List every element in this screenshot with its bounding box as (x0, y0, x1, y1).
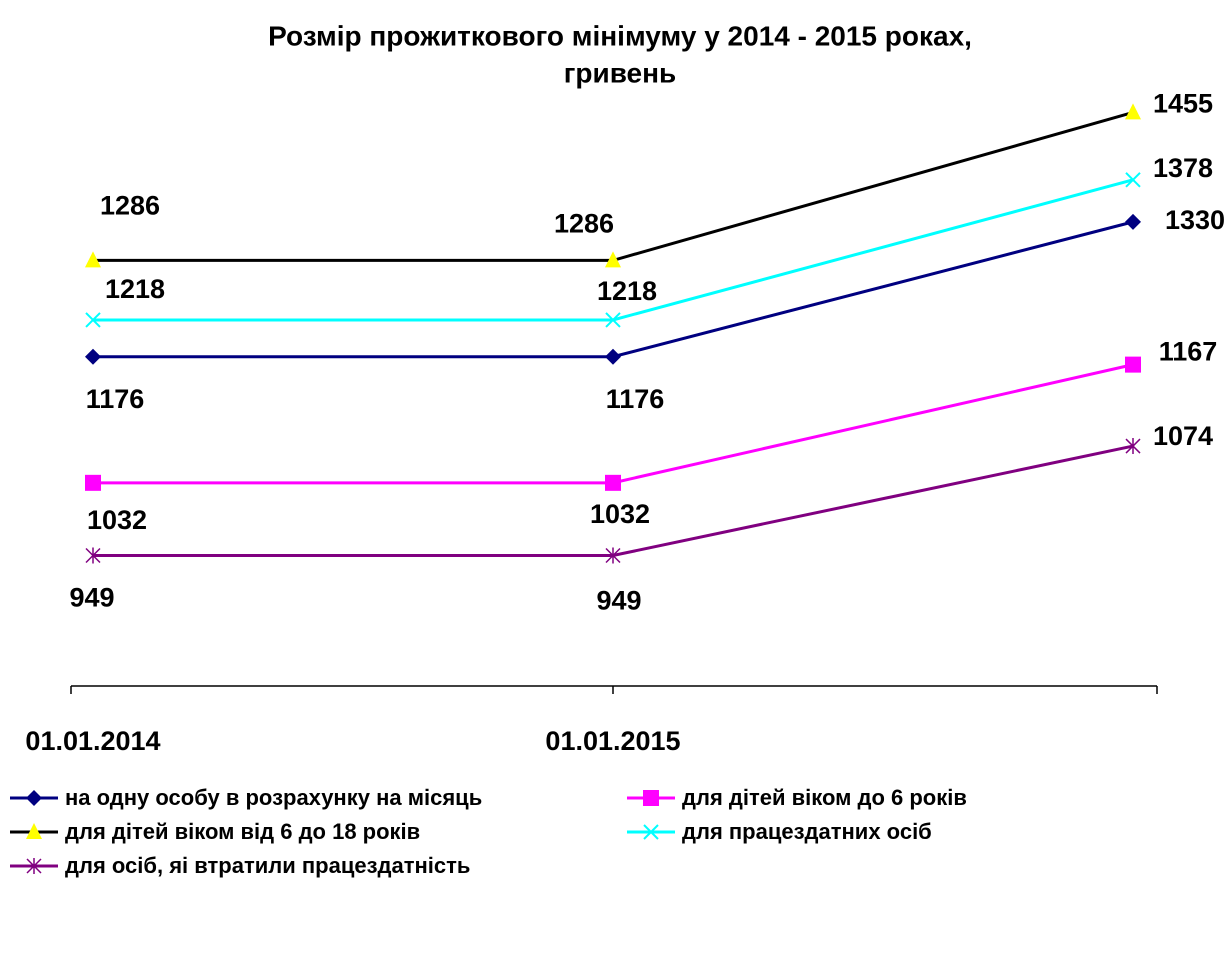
x-tick-label: 01.01.2015 (545, 726, 680, 756)
data-label: 949 (596, 586, 641, 616)
legend-item: для працездатних осіб (627, 819, 932, 844)
marker (1125, 356, 1141, 373)
legend-item: для дітей віком до 6 років (627, 785, 967, 810)
series: 1218 1218 1378 (85, 153, 1213, 328)
marker (605, 348, 621, 365)
marker (85, 474, 101, 491)
x-axis (70, 685, 1158, 694)
data-label: 1032 (87, 505, 147, 535)
marker (26, 790, 42, 806)
marker (26, 858, 42, 874)
line (93, 363, 1134, 485)
legend-label: на одну особу в розрахунку на місяць (65, 785, 482, 810)
data-label: 1455 (1153, 89, 1213, 119)
data-label: 1218 (597, 276, 657, 306)
series: 1176 1176 1330 (85, 205, 1225, 414)
marker (605, 474, 621, 491)
data-label: 1074 (1153, 421, 1213, 451)
data-label: 1176 (606, 384, 665, 414)
marker (605, 251, 621, 268)
legend-item: на одну особу в розрахунку на місяць (10, 785, 482, 810)
marker (85, 251, 101, 268)
legend-label: для дітей віком до 6 років (682, 785, 967, 810)
data-label: 949 (69, 583, 114, 613)
data-label: 1218 (105, 274, 165, 304)
series: 949 949 1074 (69, 421, 1213, 615)
marker (26, 823, 42, 839)
marker (1125, 103, 1141, 120)
marker (85, 312, 101, 328)
marker (1125, 172, 1141, 188)
marker (85, 547, 101, 564)
marker (85, 348, 101, 365)
data-label: 1286 (100, 191, 160, 221)
marker (605, 547, 621, 564)
data-label: 1167 (1159, 337, 1218, 367)
chart-title: гривень (564, 57, 677, 88)
marker (643, 824, 659, 840)
marker (605, 312, 621, 328)
data-label: 1330 (1165, 205, 1225, 235)
data-label: 1032 (590, 499, 650, 529)
legend-item: для дітей віком від 6 до 18 років (10, 819, 420, 844)
legend-item: для осіб, яі втратили працездатність (10, 853, 470, 878)
marker (1125, 213, 1141, 230)
legend-label: для осіб, яі втратили працездатність (65, 853, 470, 878)
marker (1125, 438, 1141, 455)
legend-label: для дітей віком від 6 до 18 років (65, 819, 420, 844)
chart-title: Розмір прожиткового мінімуму у 2014 - 20… (268, 20, 972, 51)
series: 1032 1032 1167 (85, 337, 1217, 535)
data-label: 1286 (554, 209, 614, 239)
data-label: 1176 (86, 384, 145, 414)
series: 1286 1286 1455 (85, 89, 1213, 268)
data-label: 1378 (1153, 153, 1213, 183)
marker (643, 790, 659, 806)
x-tick-label: 01.01.2014 (25, 726, 160, 756)
legend-label: для працездатних осіб (682, 819, 932, 844)
